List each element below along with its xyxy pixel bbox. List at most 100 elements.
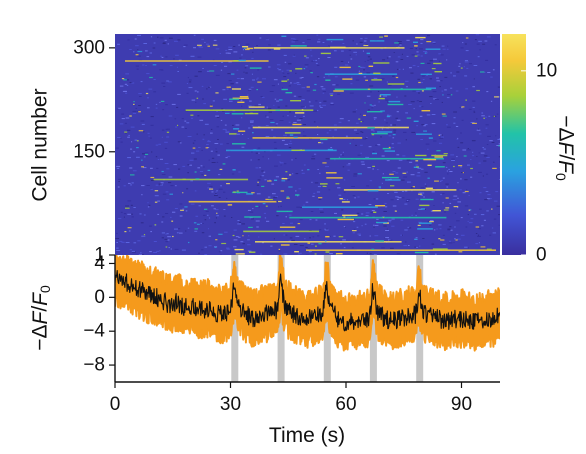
heatmap-texture-pixel xyxy=(193,140,196,142)
heatmap-texture-pixel xyxy=(228,49,233,50)
heatmap-texture-pixel xyxy=(465,50,469,52)
heatmap-texture-pixel xyxy=(325,184,328,186)
heatmap-texture-pixel xyxy=(347,169,350,171)
trace-band-fill xyxy=(115,255,500,351)
heatmap-active-segment xyxy=(281,180,286,182)
heatmap-active-segment xyxy=(320,52,331,55)
heatmap-texture-pixel xyxy=(486,36,491,38)
heatmap-texture-pixel xyxy=(129,82,133,83)
heatmap-texture-pixel xyxy=(115,238,120,239)
heatmap-texture-pixel xyxy=(441,101,443,103)
heatmap-texture-pixel xyxy=(468,194,470,196)
heatmap-texture-pixel xyxy=(195,215,199,217)
heatmap-texture-pixel xyxy=(248,235,250,237)
heatmap-texture-pixel xyxy=(247,244,251,246)
heatmap-texture-pixel xyxy=(126,79,129,81)
heatmap-texture-pixel xyxy=(298,252,302,254)
heatmap-y-tick-label: 300 xyxy=(73,37,105,58)
heatmap-texture-pixel xyxy=(447,94,451,96)
heatmap-texture-pixel xyxy=(299,118,303,119)
heatmap-active-segment xyxy=(388,146,391,149)
heatmap-texture-pixel xyxy=(153,79,156,80)
heatmap-texture-pixel xyxy=(214,143,219,144)
heatmap-active-segment xyxy=(153,178,249,181)
heatmap-texture-pixel xyxy=(283,134,287,136)
heatmap-texture-pixel xyxy=(454,226,456,228)
heatmap-texture-pixel xyxy=(416,247,418,248)
heatmap-active-segment xyxy=(412,186,415,188)
heatmap-texture-pixel xyxy=(145,65,147,66)
heatmap-texture-pixel xyxy=(322,91,326,93)
heatmap-texture-pixel xyxy=(396,154,400,156)
heatmap-texture-pixel xyxy=(156,250,160,252)
heatmap-texture-pixel xyxy=(494,44,497,46)
heatmap-texture-pixel xyxy=(311,158,316,160)
heatmap-texture-pixel xyxy=(279,120,284,121)
heatmap-texture-pixel xyxy=(262,96,265,98)
heatmap-texture-pixel xyxy=(373,254,377,255)
heatmap-texture-pixel xyxy=(460,217,463,219)
heatmap-texture-pixel xyxy=(318,198,322,200)
heatmap-texture-pixel xyxy=(226,88,229,90)
heatmap-texture-pixel xyxy=(440,54,444,56)
heatmap-texture-pixel xyxy=(406,55,409,57)
heatmap-texture-pixel xyxy=(131,141,133,143)
heatmap-texture-pixel xyxy=(120,137,122,139)
heatmap-texture-pixel xyxy=(284,176,288,178)
heatmap-active-segment xyxy=(372,152,377,155)
heatmap-texture-pixel xyxy=(264,179,267,181)
heatmap-active-segment xyxy=(339,66,351,69)
heatmap-active-segment xyxy=(273,48,281,50)
heatmap-texture-pixel xyxy=(228,80,232,82)
heatmap-active-segment xyxy=(465,99,467,101)
heatmap-texture-pixel xyxy=(161,69,164,71)
heatmap-texture-pixel xyxy=(181,118,184,120)
heatmap-texture-pixel xyxy=(224,231,228,233)
heatmap-texture-pixel xyxy=(208,235,211,237)
heatmap-texture-pixel xyxy=(287,179,290,181)
heatmap-texture-pixel xyxy=(489,198,492,200)
heatmap-active-segment xyxy=(270,121,275,124)
heatmap-texture-pixel xyxy=(298,96,302,98)
heatmap-texture-pixel xyxy=(407,181,411,183)
heatmap-texture-pixel xyxy=(305,201,309,203)
heatmap-texture-pixel xyxy=(216,111,218,112)
heatmap-texture-pixel xyxy=(486,91,489,93)
colorbar-gradient xyxy=(502,34,526,255)
heatmap-active-segment xyxy=(438,238,441,240)
heatmap-texture-pixel xyxy=(175,126,178,128)
heatmap-texture-pixel xyxy=(405,190,408,192)
heatmap-active-segment xyxy=(233,191,236,193)
heatmap-active-segment xyxy=(434,180,439,182)
heatmap-texture-pixel xyxy=(225,52,230,54)
heatmap-texture-pixel xyxy=(457,182,459,184)
heatmap-texture-pixel xyxy=(165,104,168,106)
heatmap-texture-pixel xyxy=(397,142,401,144)
heatmap-texture-pixel xyxy=(215,209,219,211)
heatmap-texture-pixel xyxy=(446,48,449,50)
heatmap-texture-pixel xyxy=(295,235,300,237)
heatmap-texture-pixel xyxy=(367,167,371,169)
heatmap-texture-pixel xyxy=(278,206,280,208)
heatmap-texture-pixel xyxy=(408,245,410,246)
heatmap-active-segment xyxy=(301,109,304,111)
heatmap-active-segment xyxy=(336,253,343,255)
heatmap-texture-pixel xyxy=(178,168,181,170)
heatmap-texture-pixel xyxy=(300,106,305,108)
heatmap-texture-pixel xyxy=(241,134,244,135)
heatmap-active-segment xyxy=(387,103,404,106)
heatmap-texture-pixel xyxy=(283,76,287,78)
heatmap-texture-pixel xyxy=(404,95,407,97)
heatmap-texture-pixel xyxy=(431,123,436,125)
heatmap-active-segment xyxy=(257,181,259,183)
heatmap-active-segment xyxy=(470,209,472,211)
heatmap-active-segment xyxy=(281,80,288,82)
heatmap-texture-pixel xyxy=(141,235,146,237)
trace-y-tick-label: −8 xyxy=(83,355,105,376)
heatmap-texture-pixel xyxy=(125,73,129,75)
heatmap-texture-pixel xyxy=(289,140,292,142)
heatmap-texture-pixel xyxy=(223,191,226,193)
heatmap-texture-pixel xyxy=(161,237,164,239)
heatmap-texture-pixel xyxy=(140,222,144,224)
heatmap-texture-pixel xyxy=(242,49,244,51)
